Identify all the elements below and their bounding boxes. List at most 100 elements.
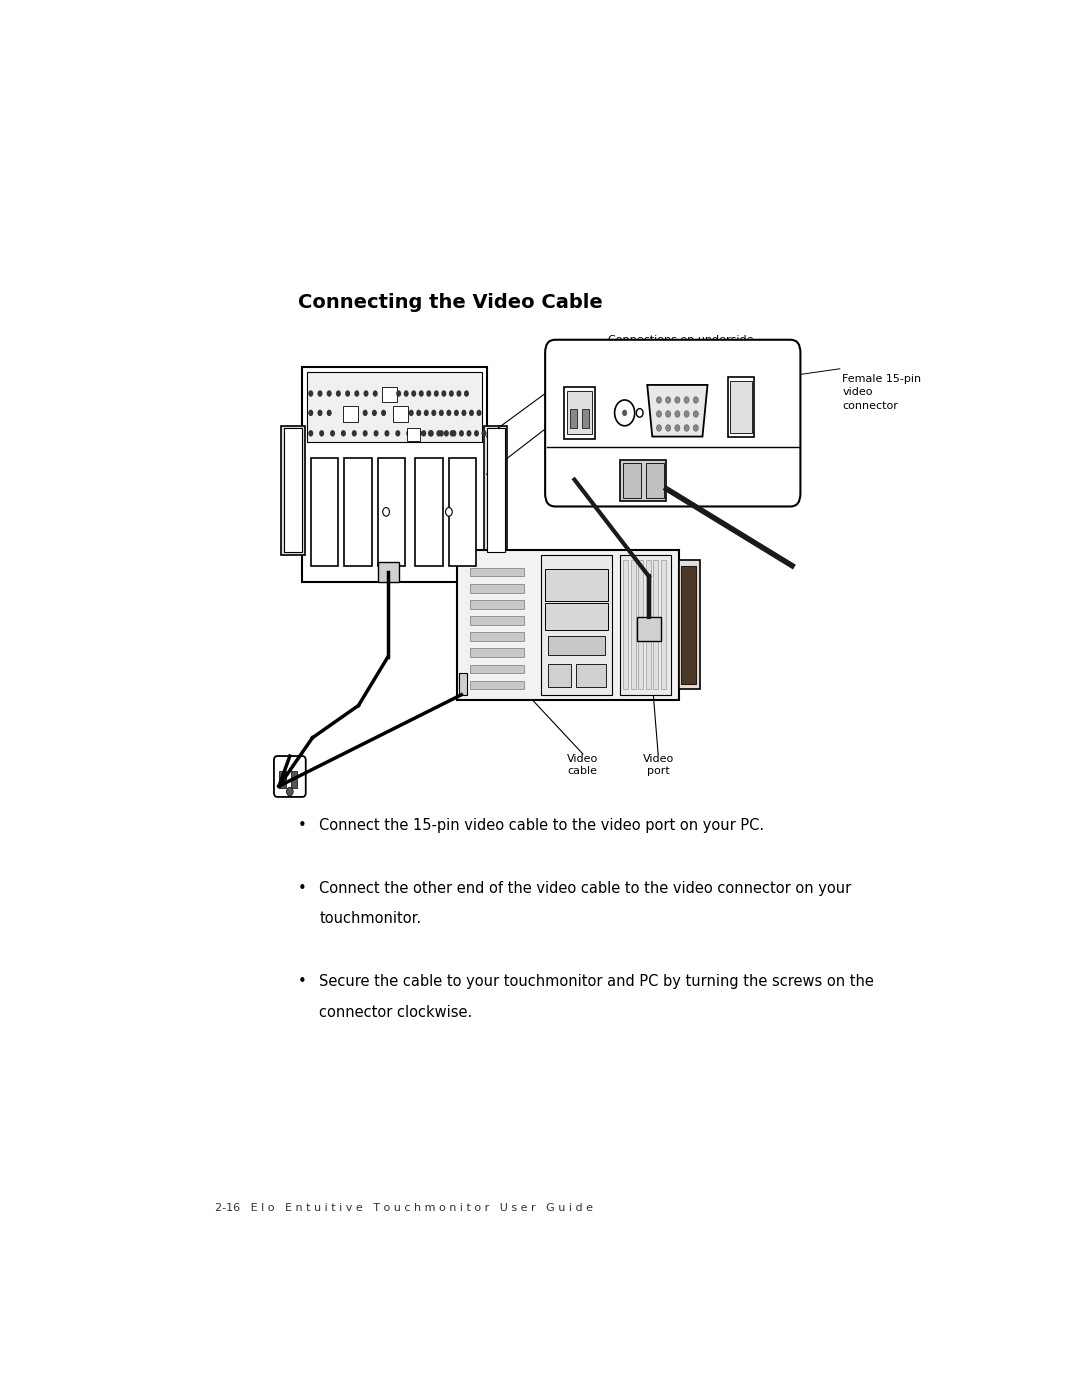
FancyBboxPatch shape [653,560,658,689]
Circle shape [464,390,469,397]
Text: •: • [298,975,307,989]
FancyBboxPatch shape [582,408,589,427]
Circle shape [442,390,446,397]
Circle shape [396,390,401,397]
Polygon shape [647,386,707,436]
Circle shape [404,390,408,397]
Circle shape [675,425,680,432]
Text: 2-16   E l o   E n t u i t i v e   T o u c h m o n i t o r   U s e r   G u i d e: 2-16 E l o E n t u i t i v e T o u c h m… [215,1203,593,1213]
FancyBboxPatch shape [631,560,635,689]
FancyBboxPatch shape [378,458,405,566]
Circle shape [684,397,689,404]
FancyBboxPatch shape [545,569,608,601]
Text: Female 15-pin
video
connector: Female 15-pin video connector [842,374,921,411]
FancyBboxPatch shape [470,648,524,657]
Circle shape [457,390,461,397]
Circle shape [684,411,689,418]
FancyBboxPatch shape [576,664,606,687]
FancyBboxPatch shape [470,633,524,641]
Circle shape [636,408,643,418]
Circle shape [423,409,429,416]
FancyBboxPatch shape [570,408,577,427]
Text: Connecting the Video Cable: Connecting the Video Cable [298,293,603,313]
Circle shape [446,507,453,515]
FancyBboxPatch shape [484,426,508,555]
Circle shape [330,430,335,437]
Circle shape [665,411,671,418]
Circle shape [665,397,671,404]
FancyBboxPatch shape [486,427,505,552]
Circle shape [421,430,427,437]
Circle shape [675,397,680,404]
FancyBboxPatch shape [470,680,524,689]
Circle shape [384,430,390,437]
Circle shape [657,425,661,432]
Circle shape [428,430,433,437]
Circle shape [438,409,444,416]
Circle shape [622,409,627,416]
Circle shape [427,390,431,397]
Circle shape [395,430,401,437]
Circle shape [336,390,341,397]
Circle shape [308,430,313,437]
FancyBboxPatch shape [459,673,468,694]
FancyBboxPatch shape [284,427,302,552]
Text: Video
cable: Video cable [567,754,598,777]
Circle shape [363,430,367,437]
Circle shape [482,430,486,437]
FancyBboxPatch shape [307,372,483,441]
Circle shape [693,425,699,432]
FancyBboxPatch shape [661,560,665,689]
FancyBboxPatch shape [567,391,592,434]
Circle shape [326,409,332,416]
FancyBboxPatch shape [646,560,650,689]
Circle shape [286,788,293,796]
Circle shape [320,430,324,437]
Text: •: • [298,882,307,895]
Circle shape [431,409,436,416]
FancyBboxPatch shape [345,458,372,566]
FancyBboxPatch shape [623,560,627,689]
Circle shape [449,430,455,437]
Circle shape [308,409,313,416]
FancyBboxPatch shape [564,387,595,439]
FancyBboxPatch shape [449,458,476,566]
Circle shape [438,430,444,437]
Circle shape [665,425,671,432]
Circle shape [615,400,635,426]
Circle shape [459,430,464,437]
Circle shape [436,430,442,437]
Circle shape [346,390,350,397]
Circle shape [417,430,422,437]
FancyBboxPatch shape [638,560,643,689]
FancyBboxPatch shape [470,616,524,624]
Circle shape [354,390,360,397]
Circle shape [364,390,368,397]
Circle shape [326,390,332,397]
Circle shape [341,430,346,437]
Circle shape [467,430,472,437]
Circle shape [374,430,379,437]
Circle shape [318,409,323,416]
Circle shape [461,409,467,416]
Circle shape [449,390,454,397]
Circle shape [408,409,414,416]
FancyBboxPatch shape [545,604,608,630]
Circle shape [406,430,411,437]
Text: •: • [298,819,307,834]
Circle shape [657,397,661,404]
FancyBboxPatch shape [407,427,420,441]
FancyBboxPatch shape [728,377,754,436]
FancyBboxPatch shape [416,458,443,566]
Text: Connect the other end of the video cable to the video connector on your: Connect the other end of the video cable… [320,882,851,895]
Circle shape [373,390,378,397]
Circle shape [446,409,451,416]
FancyBboxPatch shape [470,584,524,592]
FancyBboxPatch shape [274,756,306,796]
FancyBboxPatch shape [342,407,357,422]
Circle shape [372,409,377,416]
FancyBboxPatch shape [457,549,679,700]
Circle shape [382,507,390,515]
FancyBboxPatch shape [680,566,696,685]
FancyBboxPatch shape [378,563,399,581]
